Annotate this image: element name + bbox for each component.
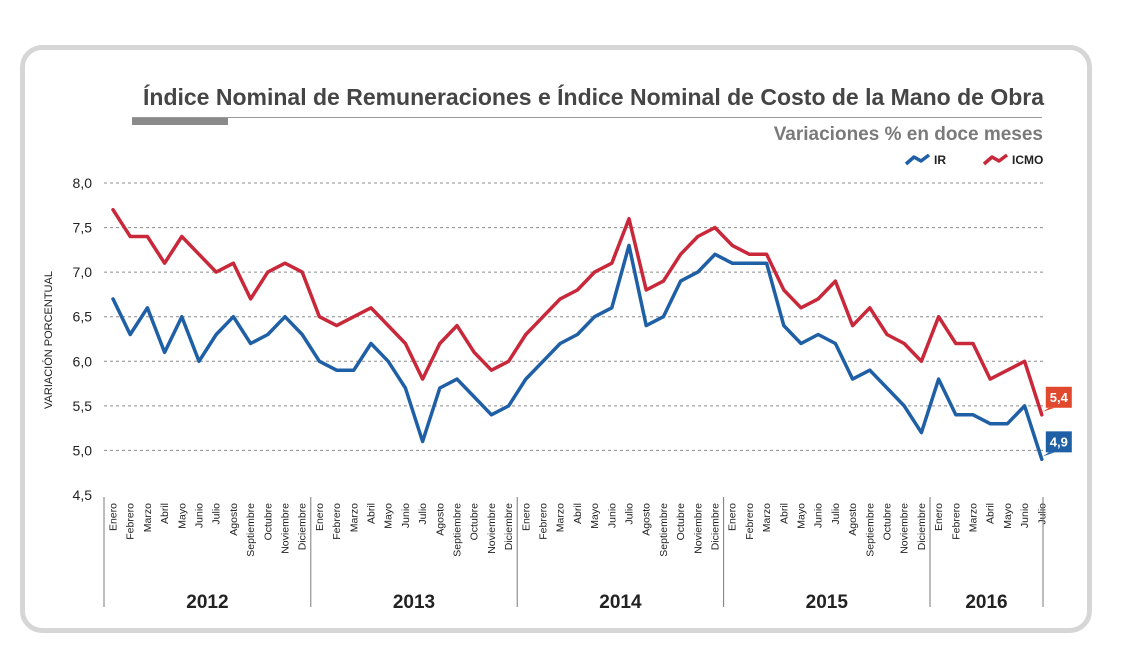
- series-line-ir: [111, 243, 1044, 462]
- data-label-icmo: 5,4: [1050, 390, 1069, 405]
- month-tick-label: Octubre: [882, 503, 894, 541]
- month-tick-label: Abril: [366, 503, 378, 524]
- y-tick-label: 4,5: [73, 487, 93, 503]
- month-tick-label: Noviembre: [280, 503, 292, 554]
- month-tick-label: Abril: [159, 503, 171, 524]
- month-tick-label: Febrero: [950, 503, 962, 540]
- month-tick-label: Junio: [400, 503, 412, 528]
- month-tick-label: Marzo: [142, 503, 154, 532]
- month-tick-label: Junio: [194, 503, 206, 528]
- month-tick-label: Agosto: [228, 503, 240, 536]
- legend-label-icmo: ICMO: [1012, 153, 1043, 167]
- month-tick-label: Julio: [1036, 503, 1048, 525]
- month-tick-label: Noviembre: [899, 503, 911, 554]
- month-tick-label: Abril: [985, 503, 997, 524]
- callout-pointer-ir: [1042, 452, 1055, 457]
- legend-swatch-icmo: [982, 153, 1009, 166]
- month-tick-label: Septiembre: [864, 503, 876, 557]
- month-tick-label: Mayo: [383, 503, 395, 529]
- month-tick-label: Febrero: [538, 503, 550, 540]
- month-tick-label: Octubre: [262, 503, 274, 541]
- month-tick-label: Junio: [1019, 503, 1031, 528]
- month-tick-label: Diciembre: [916, 503, 928, 550]
- month-tick-label: Mayo: [176, 503, 188, 529]
- month-tick-label: Diciembre: [503, 503, 515, 550]
- month-tick-label: Septiembre: [452, 503, 464, 557]
- month-tick-label: Diciembre: [297, 503, 309, 550]
- month-tick-label: Agosto: [641, 503, 653, 536]
- month-tick-label: Febrero: [744, 503, 756, 540]
- chart-subtitle: Variaciones % en doce meses: [773, 124, 1043, 145]
- month-tick-label: Septiembre: [658, 503, 670, 557]
- year-label: 2016: [965, 592, 1007, 613]
- month-tick-label: Julio: [211, 503, 223, 525]
- month-tick-label: Mayo: [796, 503, 808, 529]
- legend-label-ir: IR: [934, 153, 946, 167]
- month-tick-label: Abril: [572, 503, 584, 524]
- month-tick-label: Febrero: [331, 503, 343, 540]
- month-tick-label: Agosto: [434, 503, 446, 536]
- title-accent-bar: [132, 118, 228, 125]
- month-tick-label: Agosto: [847, 503, 859, 536]
- year-label: 2013: [393, 592, 435, 613]
- month-tick-label: Enero: [727, 503, 739, 531]
- chart-title: Índice Nominal de Remuneraciones e Índic…: [143, 84, 1045, 110]
- month-tick-label: Marzo: [761, 503, 773, 532]
- title-underline: [132, 117, 1042, 118]
- year-label: 2012: [186, 592, 228, 613]
- y-tick-label: 7,5: [73, 220, 93, 236]
- month-tick-label: Marzo: [555, 503, 567, 532]
- month-tick-label: Octubre: [469, 503, 481, 541]
- month-tick-label: Julio: [624, 503, 636, 525]
- y-tick-label: 5,5: [73, 398, 93, 414]
- month-tick-label: Enero: [314, 503, 326, 531]
- callout-box-ir: [1045, 431, 1072, 453]
- callout-box-icmo: [1045, 386, 1072, 408]
- month-tick-label: Mayo: [589, 503, 601, 529]
- y-tick-label: 5,0: [73, 442, 93, 458]
- legend-swatch-ir: [904, 153, 931, 166]
- series-line-icmo: [111, 207, 1044, 417]
- y-tick-label: 6,0: [73, 353, 93, 369]
- month-tick-label: Julio: [830, 503, 842, 525]
- callout-pointer-icmo: [1042, 407, 1055, 412]
- chart-card: [20, 45, 1092, 633]
- month-tick-label: Noviembre: [486, 503, 498, 554]
- month-tick-label: Enero: [520, 503, 532, 531]
- month-tick-label: Julio: [417, 503, 429, 525]
- y-axis-label: VARIACIÓN PORCENTUAL: [42, 271, 55, 409]
- year-label: 2015: [806, 592, 849, 613]
- month-tick-label: Marzo: [348, 503, 360, 532]
- month-tick-label: Mayo: [1002, 503, 1014, 529]
- month-tick-label: Enero: [108, 503, 120, 531]
- y-tick-label: 7,0: [73, 264, 93, 280]
- month-tick-label: Junio: [606, 503, 618, 528]
- y-tick-label: 6,5: [73, 309, 93, 325]
- data-label-ir: 4,9: [1050, 434, 1068, 449]
- y-tick-label: 8,0: [73, 175, 93, 191]
- year-label: 2014: [599, 592, 642, 613]
- month-tick-label: Septiembre: [245, 503, 257, 557]
- month-tick-label: Febrero: [125, 503, 137, 540]
- month-tick-label: Marzo: [968, 503, 980, 532]
- month-tick-label: Enero: [933, 503, 945, 531]
- month-tick-label: Abril: [778, 503, 790, 524]
- month-tick-label: Noviembre: [692, 503, 704, 554]
- month-tick-label: Diciembre: [710, 503, 722, 550]
- month-tick-label: Junio: [813, 503, 825, 528]
- month-tick-label: Octubre: [675, 503, 687, 541]
